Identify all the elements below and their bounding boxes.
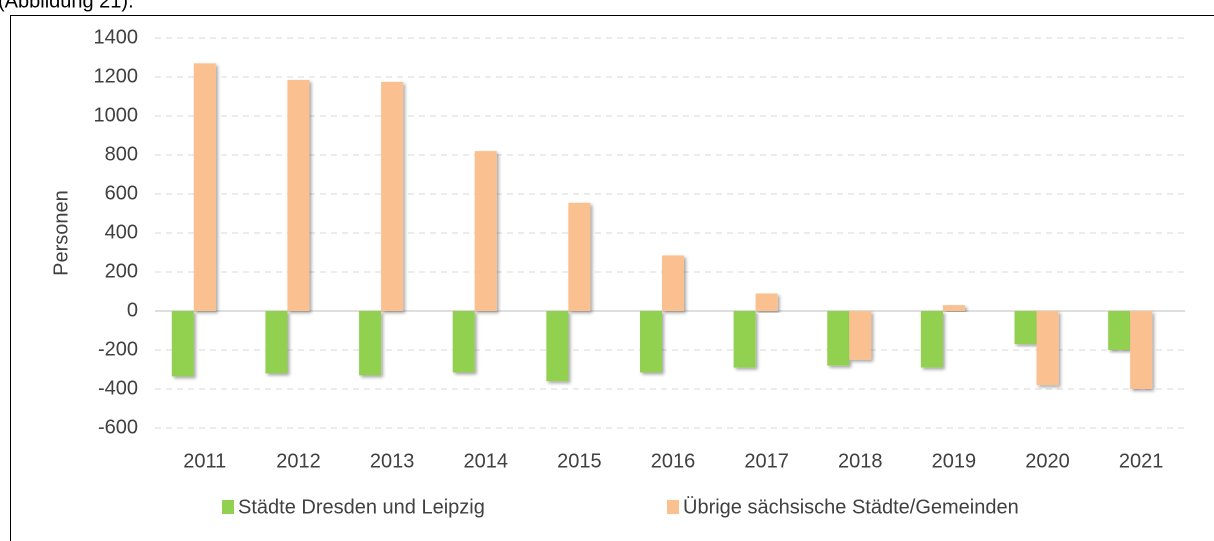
y-tick-label: 400 [105, 221, 138, 243]
legend-label: Übrige sächsische Städte/Gemeinden [683, 496, 1019, 518]
bar [193, 63, 216, 311]
y-tick-label: -400 [98, 377, 138, 399]
x-tick-label: 2014 [463, 450, 508, 472]
y-tick-label: -600 [98, 416, 138, 438]
bar [640, 311, 662, 373]
bar [733, 311, 756, 368]
x-tick-label: 2020 [1025, 450, 1070, 472]
bar [265, 311, 288, 374]
bar [568, 202, 591, 311]
bar [662, 255, 684, 311]
bar [452, 311, 475, 373]
bar [755, 293, 778, 311]
bar [920, 311, 943, 368]
y-axis-label: Personen [50, 190, 72, 276]
bar [287, 79, 310, 311]
x-tick-label: 2011 [183, 450, 226, 472]
bar [1036, 311, 1059, 386]
caption: (Abbildung 21). [0, 0, 134, 12]
bar [1108, 311, 1131, 350]
bar [827, 311, 850, 366]
bar [942, 305, 965, 311]
y-tick-label: 800 [105, 143, 138, 165]
legend-label: Städte Dresden und Leipzig [238, 496, 485, 518]
bar [1014, 311, 1037, 345]
y-tick-label: 1200 [94, 65, 139, 87]
bar [474, 151, 497, 311]
x-tick-label: 2017 [744, 450, 789, 472]
chart-frame [10, 15, 1214, 541]
x-tick-label: 2013 [370, 450, 415, 472]
y-tick-label: 1000 [94, 104, 139, 126]
x-tick-label: 2018 [838, 450, 883, 472]
y-tick-label: 200 [105, 260, 138, 282]
bar [1130, 311, 1153, 389]
bar [171, 311, 194, 377]
y-tick-label: 1400 [94, 26, 139, 48]
x-tick-label: 2019 [932, 450, 977, 472]
bar [546, 311, 569, 382]
x-tick-label: 2015 [557, 450, 602, 472]
legend-swatch [222, 500, 234, 514]
y-tick-label: 600 [105, 182, 138, 204]
x-tick-label: 2021 [1119, 450, 1164, 472]
y-tick-label: -200 [98, 338, 138, 360]
bar [359, 311, 382, 376]
bar [381, 81, 404, 311]
bar [849, 311, 872, 360]
x-tick-label: 2012 [276, 450, 321, 472]
legend-swatch [667, 500, 679, 514]
y-tick-label: 0 [127, 299, 138, 321]
x-tick-label: 2016 [651, 450, 696, 472]
